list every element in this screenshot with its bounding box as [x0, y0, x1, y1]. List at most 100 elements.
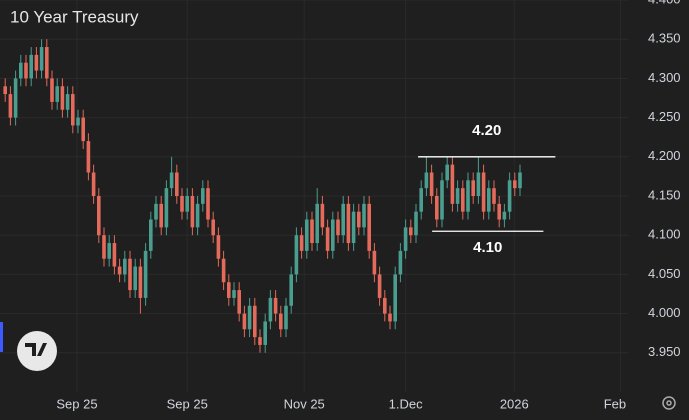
- chart-title: 10 Year Treasury: [10, 7, 139, 26]
- candle-body: [455, 188, 460, 204]
- candle-body: [3, 86, 7, 95]
- candle-body: [13, 78, 18, 118]
- candle-body: [294, 235, 299, 275]
- candle-body: [409, 227, 413, 236]
- x-tick-label: 2026: [500, 396, 529, 411]
- candle-body: [513, 180, 517, 189]
- candle-body: [419, 188, 423, 212]
- candle-body: [299, 235, 304, 251]
- candle-body: [50, 78, 54, 102]
- y-tick-label: 4.000: [648, 305, 681, 320]
- candle-body: [149, 219, 153, 251]
- candle-body: [351, 211, 356, 244]
- candle-body: [123, 258, 127, 275]
- y-tick-label: 4.150: [648, 187, 681, 202]
- y-tick-label: 4.400: [648, 0, 681, 6]
- candle-body: [445, 164, 449, 181]
- candle-body: [39, 47, 44, 71]
- candle-body: [440, 180, 444, 220]
- candle-body: [268, 297, 273, 322]
- y-tick-label: 3.950: [648, 344, 681, 359]
- candle-body: [466, 180, 470, 212]
- candle-body: [159, 203, 163, 228]
- plot-area: Sep 25 Sep 25 Nov 25 1.Dec 2026 Feb 24.204.10: [0, 0, 637, 411]
- candle-body: [60, 86, 65, 110]
- candle-body: [81, 117, 85, 142]
- candle-body: [388, 313, 392, 322]
- candle-body: [377, 274, 382, 298]
- candle-body: [507, 180, 512, 212]
- candle-body: [471, 180, 475, 196]
- candle-body: [518, 172, 522, 189]
- candle-body: [76, 117, 80, 126]
- candle-body: [502, 211, 507, 220]
- candle-body: [403, 227, 408, 251]
- candle-body: [450, 164, 455, 204]
- candle-body: [476, 172, 481, 196]
- candle-body: [169, 172, 174, 189]
- candle-body: [97, 196, 101, 236]
- candle-body: [128, 258, 132, 291]
- candle-body: [414, 211, 418, 236]
- candle-body: [263, 321, 267, 345]
- y-tick-label: 4.300: [648, 70, 681, 85]
- x-tick-label: Sep 25: [167, 396, 208, 411]
- candle-body: [65, 94, 70, 110]
- candle-body: [180, 196, 184, 212]
- candle-body: [232, 290, 236, 298]
- candle-body: [164, 188, 169, 228]
- candle-body: [102, 235, 106, 259]
- candle-body: [19, 62, 23, 79]
- candle-body: [336, 219, 340, 236]
- candle-body: [8, 94, 13, 118]
- candle-body: [86, 141, 91, 173]
- y-tick-label: 4.250: [648, 109, 681, 124]
- candle-body: [279, 313, 283, 330]
- candle-body: [435, 196, 439, 220]
- candle-body: [461, 188, 465, 212]
- candle-body: [154, 203, 158, 220]
- level-label: 4.10: [473, 239, 502, 256]
- candle-body: [273, 297, 278, 314]
- candle-body: [143, 250, 148, 298]
- candle-body: [29, 54, 33, 79]
- candle-body: [71, 94, 75, 126]
- candle-body: [55, 86, 59, 102]
- candle-body: [227, 282, 231, 298]
- candle-body: [393, 274, 397, 322]
- y-tick-label: 4.200: [648, 148, 681, 163]
- candle-body: [497, 203, 501, 220]
- y-tick-label: 4.100: [648, 227, 681, 242]
- candle-body: [315, 203, 319, 244]
- price-axis: 3.950 4.000 4.050 4.100 4.150 4.200 4.250 4.300…: [648, 0, 681, 359]
- side-marker: [0, 322, 3, 352]
- candle-body: [331, 219, 335, 251]
- x-tick-label: 1.Dec: [389, 396, 423, 411]
- candle-body: [305, 219, 309, 251]
- candle-body: [284, 305, 288, 330]
- candle-body: [320, 203, 325, 228]
- candle-body: [492, 188, 496, 204]
- candle-body: [138, 266, 143, 298]
- candle-body: [247, 305, 252, 330]
- settings-icon[interactable]: [662, 396, 676, 410]
- candle-body: [372, 250, 377, 275]
- x-tick-label: Nov 25: [284, 396, 325, 411]
- candle-body: [289, 274, 293, 306]
- candle-body: [221, 258, 226, 283]
- candle-body: [112, 243, 117, 267]
- y-tick-label: 4.050: [648, 266, 681, 281]
- candle-body: [242, 313, 247, 330]
- price-axis-panel: [628, 0, 689, 420]
- candle-body: [201, 188, 205, 204]
- candle-body: [237, 290, 241, 314]
- candle-body: [253, 305, 257, 338]
- candle-body: [117, 266, 122, 275]
- candle-body: [216, 235, 221, 259]
- candle-body: [133, 266, 137, 291]
- candle-body: [190, 196, 195, 228]
- candle-body: [325, 227, 330, 251]
- candle-body: [398, 250, 403, 275]
- candle-body: [357, 211, 361, 228]
